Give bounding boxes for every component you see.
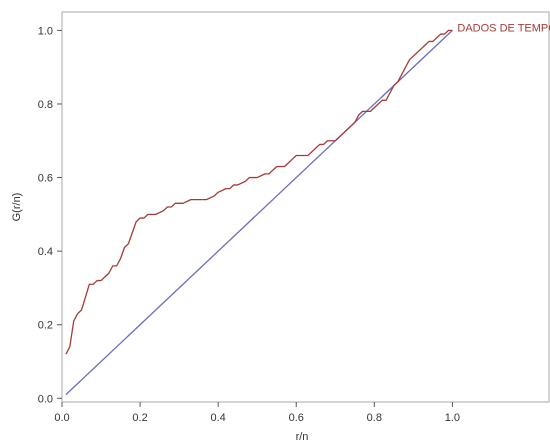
series-line-dados-de-tempo	[65, 29, 453, 355]
x-tick-label: 0.2	[132, 412, 147, 424]
y-tick-label: 0.8	[38, 99, 53, 111]
x-tick-label: 0.4	[211, 412, 226, 424]
x-tick-label: 1.0	[445, 412, 460, 424]
series-layer	[65, 29, 453, 396]
y-tick-label: 0.6	[38, 173, 53, 185]
y-axis-title: G(r/n)	[11, 193, 23, 222]
x-axis: 0.0 0.2 0.4 0.6 0.8 1.0	[54, 402, 460, 424]
plot-area-border	[61, 11, 550, 403]
y-tick-label: 1.0	[38, 25, 53, 37]
plot-frame	[61, 11, 550, 403]
y-tick-label: 0.0	[38, 393, 53, 405]
x-tick-label: 0.6	[289, 412, 304, 424]
y-axis: 0.0 0.2 0.4 0.6 0.8 1.0	[38, 25, 62, 405]
x-tick-label: 0.8	[367, 412, 382, 424]
y-tick-label: 0.4	[38, 246, 53, 258]
x-tick-label: 0.0	[54, 412, 69, 424]
x-axis-title: r/n	[296, 431, 309, 443]
series-label-dados-de-tempo: DADOS DE TEMPO	[457, 22, 550, 34]
reference-diagonal-line	[65, 29, 453, 396]
y-tick-label: 0.2	[38, 320, 53, 332]
